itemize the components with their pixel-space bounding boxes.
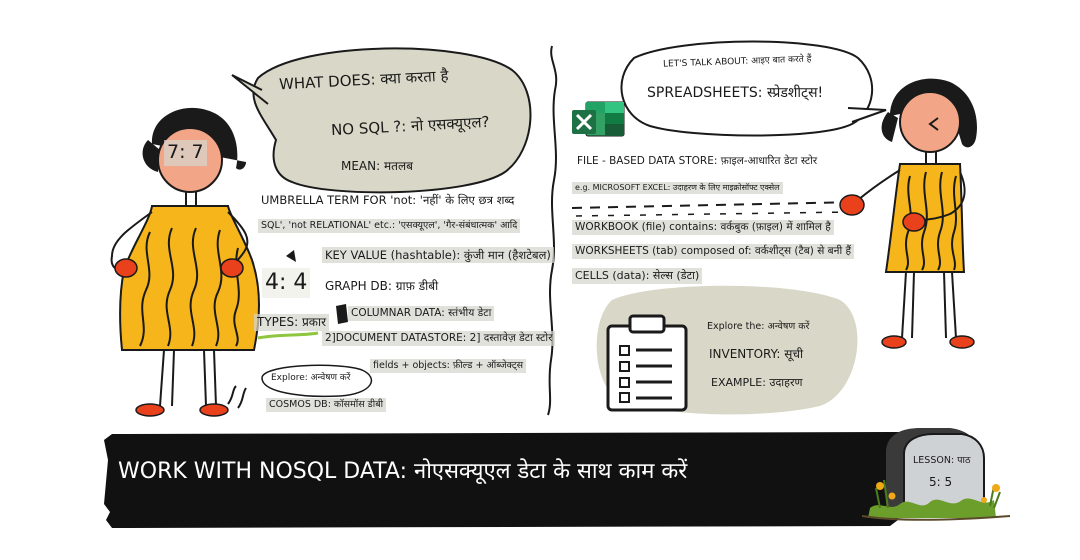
not-relational-label: SQL', 'not RELATIONAL' etc.: 'एसक्यूएल',… xyxy=(258,219,521,233)
right-character-illustration xyxy=(839,78,977,349)
cells-label: CELLS (data): सेल्स (डेटा) xyxy=(572,268,703,284)
cosmos-db-label: COSMOS DB: कॉसमॉस डीबी xyxy=(266,398,387,412)
lesson-number: 5: 5 xyxy=(929,475,953,489)
excel-icon xyxy=(572,101,625,137)
types-label: TYPES: प्रकार xyxy=(254,314,330,331)
explore-label-right: Explore the: अन्वेषण करें xyxy=(707,321,810,332)
worksheets-label: WORKSHEETS (tab) composed of: वर्कशीट्स … xyxy=(572,244,855,260)
clipboard-icon xyxy=(606,314,688,412)
graph-db-label: GRAPH DB: ग्राफ़ डीबी xyxy=(325,279,439,293)
types-underline xyxy=(257,331,319,340)
explore-label-left: Explore: अन्वेषण करें xyxy=(271,373,351,383)
column-mark xyxy=(336,304,348,324)
bubble-mean: MEAN: मतलब xyxy=(341,159,413,173)
left-speech-bubble xyxy=(252,47,532,194)
file-store-label: FILE - BASED DATA STORE: फ़ाइल-आधारित डे… xyxy=(577,155,818,167)
number-badge: 4: 4 xyxy=(262,268,311,298)
explore-oval xyxy=(261,364,373,398)
right-speech-bubble xyxy=(620,40,874,137)
center-divider xyxy=(547,45,558,416)
lesson-label: LESSON: पाठ xyxy=(913,455,971,466)
example-label: EXAMPLE: उदाहरण xyxy=(711,376,803,389)
excel-example-label: e.g. MICROSOFT EXCEL: उदाहरण के लिए माइक… xyxy=(572,182,783,194)
bubble-spreadsheets: SPREADSHEETS: स्प्रेडशीट्स! xyxy=(647,85,824,101)
key-value-label: KEY VALUE (hashtable): कुंजी मान (हैशटेब… xyxy=(322,247,554,264)
face-badge: 7: 7 xyxy=(164,140,207,166)
fields-objects-label: fields + objects: फ़ील्ड + ऑब्जेक्ट्स xyxy=(370,359,527,373)
workbook-label: WORKBOOK (file) contains: वर्कबुक (फ़ाइल… xyxy=(572,220,834,236)
title-banner xyxy=(104,432,906,528)
document-datastore-label: 2]DOCUMENT DATASTORE: 2] दस्तावेज़ डेटा … xyxy=(322,331,556,347)
lesson-title: WORK WITH NOSQL DATA: नोएसक्यूएल डेटा के… xyxy=(118,459,688,484)
key-mark xyxy=(286,250,296,262)
tombstone-illustration xyxy=(861,428,1011,521)
columnar-data-label: COLUMNAR DATA: स्तंभीय डेटा xyxy=(348,306,495,322)
umbrella-term-label: UMBRELLA TERM FOR 'not: 'नहीं' के लिए छत… xyxy=(261,193,515,207)
inventory-label: INVENTORY: सूची xyxy=(709,347,804,361)
